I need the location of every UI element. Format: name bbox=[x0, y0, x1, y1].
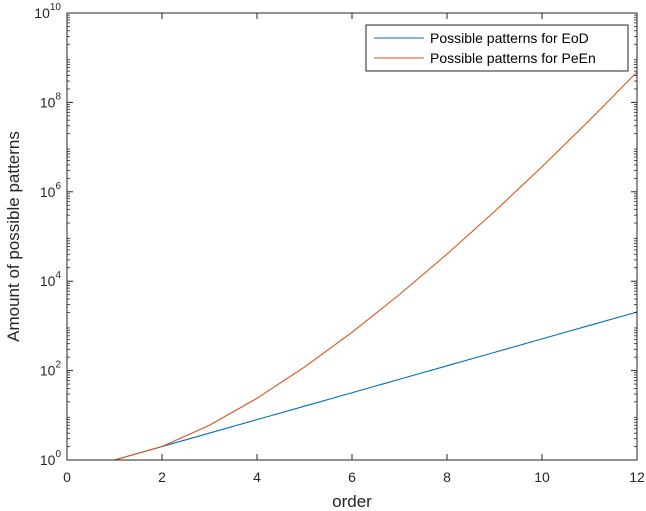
y-tick-base: 10 bbox=[40, 452, 56, 468]
y-tick-base: 10 bbox=[40, 363, 56, 379]
y-tick-label: 106 bbox=[40, 181, 62, 200]
x-tick-label: 12 bbox=[629, 469, 645, 485]
y-tick-label: 104 bbox=[40, 270, 62, 289]
legend-label-1: Possible patterns for EoD bbox=[430, 30, 589, 46]
x-tick-label: 0 bbox=[63, 469, 71, 485]
series-group bbox=[114, 71, 638, 461]
x-tick-label: 8 bbox=[443, 469, 451, 485]
y-tick-exponent: 0 bbox=[55, 449, 61, 460]
legend-box bbox=[365, 24, 629, 72]
y-tick-exponent: 6 bbox=[55, 181, 61, 192]
x-tick-label: 10 bbox=[534, 469, 550, 485]
y-tick-label: 100 bbox=[40, 449, 62, 468]
x-tick-label: 6 bbox=[348, 469, 356, 485]
plot-background bbox=[67, 13, 637, 460]
plot-area bbox=[67, 13, 637, 460]
y-tick-exponent: 4 bbox=[55, 270, 61, 281]
y-tick-base: 10 bbox=[34, 5, 50, 21]
series-line-1 bbox=[114, 311, 638, 461]
axes bbox=[66, 12, 638, 461]
y-axis-label: Amount of possible patterns bbox=[4, 131, 23, 342]
legend: Possible patterns for EoD Possible patter… bbox=[365, 24, 629, 72]
x-tick-label: 4 bbox=[253, 469, 261, 485]
series-line-2 bbox=[114, 71, 638, 461]
y-tick-base: 10 bbox=[40, 94, 56, 110]
y-tick-exponent: 10 bbox=[50, 2, 62, 13]
y-tick-label: 1010 bbox=[34, 2, 61, 21]
y-tick-label: 102 bbox=[40, 360, 62, 379]
y-tick-base: 10 bbox=[40, 273, 56, 289]
legend-label-2: Possible patterns for PeEn bbox=[430, 50, 596, 66]
y-tick-exponent: 8 bbox=[55, 91, 61, 102]
y-tick-base: 10 bbox=[40, 184, 56, 200]
x-tick-label: 2 bbox=[158, 469, 166, 485]
y-tick-exponent: 2 bbox=[55, 360, 61, 371]
y-tick-label: 108 bbox=[40, 91, 62, 110]
x-axis-label: order bbox=[332, 492, 372, 511]
